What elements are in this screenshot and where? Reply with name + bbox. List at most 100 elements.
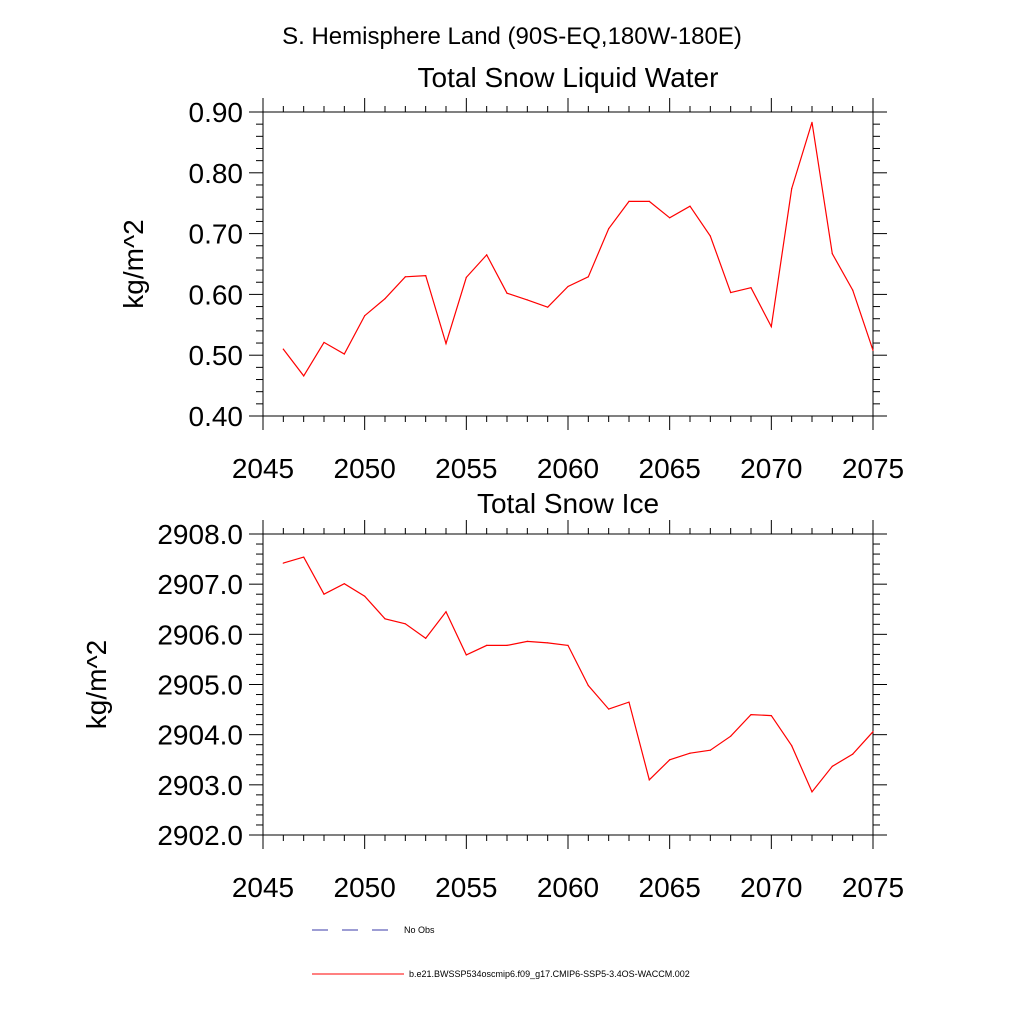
data-point: [323, 341, 325, 344]
chart-title: Total Snow Ice: [477, 488, 659, 519]
plot-frame: [262, 533, 874, 836]
data-point: [587, 684, 589, 687]
data-point: [303, 375, 305, 377]
data-point: [384, 298, 386, 300]
y-tick-label: 0.70: [189, 219, 244, 250]
data-point: [364, 315, 366, 317]
data-point: [689, 205, 691, 207]
data-point: [669, 759, 671, 761]
data-point: [730, 735, 732, 737]
data-point: [303, 556, 305, 558]
data-point: [770, 326, 772, 328]
data-point: [872, 349, 874, 351]
data-point: [343, 353, 345, 355]
data-point: [852, 289, 854, 291]
y-tick-label: 0.90: [189, 97, 244, 128]
x-tick-label: 2050: [334, 872, 396, 903]
data-point: [282, 562, 284, 564]
x-tick-label: 2070: [740, 453, 802, 484]
data-point: [404, 276, 406, 278]
data-point: [282, 348, 284, 350]
y-axis-label: kg/m^2: [118, 219, 149, 308]
plot-frame: [262, 111, 874, 417]
data-point: [506, 644, 508, 646]
y-axis-label: kg/m^2: [81, 640, 112, 729]
data-point: [486, 644, 488, 646]
data-point: [770, 715, 772, 717]
data-point: [425, 637, 427, 639]
x-tick-label: 2065: [639, 453, 701, 484]
data-point: [750, 714, 752, 716]
y-tick-label: 2903.0: [157, 770, 243, 801]
data-point: [404, 623, 406, 625]
data-point: [384, 618, 386, 620]
data-point: [526, 299, 528, 301]
y-tick-label: 2905.0: [157, 670, 243, 701]
data-point: [425, 274, 427, 277]
data-point: [689, 752, 691, 754]
figure-title: S. Hemisphere Land (90S-EQ,180W-180E): [282, 23, 742, 50]
data-point: [547, 642, 549, 644]
data-point: [587, 276, 589, 278]
legend-label-no-obs: No Obs: [404, 925, 435, 935]
y-tick-label: 0.50: [189, 340, 244, 371]
data-point: [323, 593, 325, 595]
data-point: [364, 595, 366, 597]
y-tick-label: 2904.0: [157, 720, 243, 751]
data-point: [811, 121, 813, 123]
data-point: [608, 708, 610, 710]
y-tick-label: 2902.0: [157, 820, 243, 851]
x-tick-label: 2045: [232, 453, 294, 484]
x-tick-label: 2055: [435, 453, 497, 484]
data-point: [709, 749, 711, 751]
x-tick-label: 2045: [232, 872, 294, 903]
data-point: [648, 779, 650, 781]
data-point: [872, 731, 874, 733]
data-point: [465, 654, 467, 656]
data-point: [831, 765, 833, 767]
y-tick-label: 2906.0: [157, 619, 243, 650]
data-point: [608, 228, 610, 230]
data-point: [791, 745, 793, 747]
data-point: [445, 343, 447, 345]
panel-snow-ice: Total Snow Ice kg/m^2 2045 2050 2055 2060 2065…: [81, 488, 904, 903]
panel-snow-liquid-water: Total Snow Liquid Water kg/m^2 2045 2050 205…: [118, 62, 904, 484]
x-tick-label: 2075: [842, 872, 904, 903]
x-tick-label: 2065: [639, 872, 701, 903]
data-point: [486, 254, 488, 256]
data-point: [648, 200, 650, 202]
y-tick-label: 0.60: [189, 279, 244, 310]
data-point: [445, 611, 447, 613]
data-point: [709, 235, 711, 237]
x-tick-label: 2060: [537, 872, 599, 903]
data-point: [343, 583, 345, 585]
legend-label-model: b.e21.BWSSP534oscmip6.f09_g17.CMIP6-SSP5…: [409, 969, 690, 979]
data-point: [526, 640, 528, 642]
data-point: [547, 306, 549, 308]
x-tick-label: 2050: [334, 453, 396, 484]
data-point: [750, 287, 752, 289]
data-point: [628, 200, 630, 202]
data-point: [506, 292, 508, 294]
data-point: [852, 753, 854, 755]
data-point: [811, 791, 813, 793]
data-point: [465, 276, 467, 278]
data-point: [730, 291, 732, 294]
data-point: [669, 217, 671, 219]
y-tick-label: 2907.0: [157, 569, 243, 600]
y-tick-label: 2908.0: [157, 519, 243, 550]
data-point: [628, 701, 630, 703]
data-point: [567, 285, 569, 288]
series-line: [282, 122, 874, 377]
x-tick-label: 2060: [537, 453, 599, 484]
data-point: [567, 644, 569, 646]
data-point: [791, 188, 793, 190]
x-tick-label: 2075: [842, 453, 904, 484]
chart-title: Total Snow Liquid Water: [418, 62, 719, 93]
x-tick-label: 2055: [435, 872, 497, 903]
legend: No Obs b.e21.BWSSP534oscmip6.f09_g17.CMI…: [312, 925, 690, 979]
data-point: [831, 253, 833, 255]
y-tick-label: 0.80: [189, 158, 244, 189]
series-line: [283, 556, 874, 794]
